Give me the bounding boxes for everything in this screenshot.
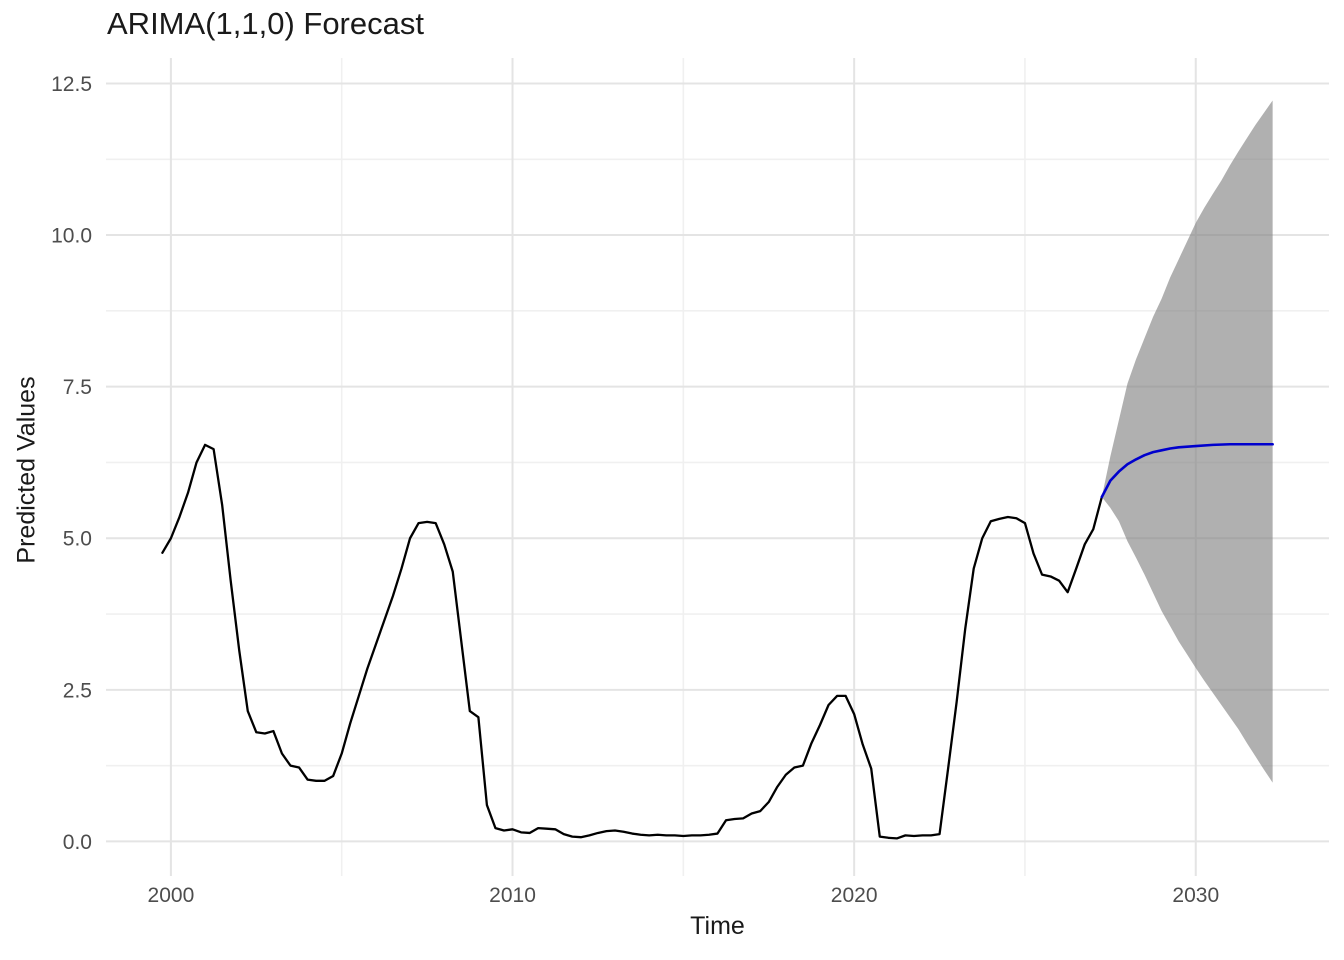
plot-title: ARIMA(1,1,0) Forecast [107, 6, 424, 41]
y-tick-label: 0.0 [63, 831, 92, 854]
x-tick-label: 2010 [489, 884, 536, 907]
observed-series-line [161, 443, 1103, 840]
x-tick-label: 2020 [831, 884, 878, 907]
x-tick-label: 2000 [148, 884, 195, 907]
y-axis-title: Predicted Values [12, 376, 41, 564]
forecast-mean-line [1100, 442, 1274, 499]
x-axis-title: Time [690, 912, 745, 940]
y-tick-label: 2.5 [63, 679, 92, 702]
x-tick-label: 2030 [1172, 884, 1219, 907]
y-tick-label: 7.5 [63, 376, 92, 399]
y-tick-label: 5.0 [63, 528, 92, 551]
y-tick-label: 12.5 [51, 73, 92, 96]
forecast-confidence-ribbon [1101, 100, 1273, 783]
y-tick-label: 10.0 [51, 225, 92, 248]
